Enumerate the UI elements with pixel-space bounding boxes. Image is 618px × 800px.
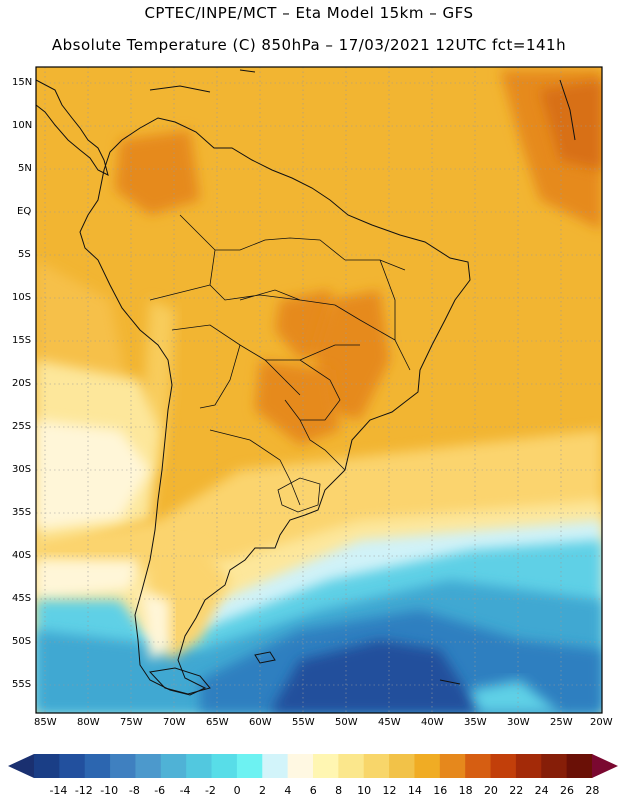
colorbar-swatch xyxy=(160,754,187,778)
lat-label: 55S xyxy=(12,679,32,690)
tierra-del-fuego xyxy=(148,667,211,695)
colorbar-swatch xyxy=(186,754,213,778)
field-hotter-atlantic-north xyxy=(540,80,602,170)
lon-label: 75W xyxy=(120,717,143,728)
colorbar-tick-label: 24 xyxy=(534,784,549,797)
colorbar-swatch xyxy=(515,754,542,778)
colorbar-swatch xyxy=(566,754,593,778)
colorbar-tick-label: -10 xyxy=(100,784,119,797)
chart-title-line-2: Absolute Temperature (C) 850hPa – 17/03/… xyxy=(51,36,567,54)
lat-label: 30S xyxy=(12,464,32,475)
colorbar-tick-label: 6 xyxy=(309,784,317,797)
colorbar-swatch xyxy=(59,754,86,778)
colorbar-tick-label: 16 xyxy=(433,784,448,797)
colorbar-swatch xyxy=(363,754,390,778)
lon-label: 55W xyxy=(292,717,315,728)
colorbar-swatch xyxy=(34,754,60,778)
lon-label: 60W xyxy=(249,717,272,728)
colorbar-swatch xyxy=(465,754,492,778)
lat-label: 10N xyxy=(12,120,33,131)
lon-label: 80W xyxy=(77,717,100,728)
colorbar-tick-label: 26 xyxy=(560,784,575,797)
lat-label: 35S xyxy=(12,507,32,518)
lon-label: 45W xyxy=(378,717,401,728)
colorbar-tick-label: 18 xyxy=(458,784,473,797)
colorbar-tick-label: 8 xyxy=(335,784,343,797)
colorbar-swatch xyxy=(414,754,441,778)
colorbar-tick-label: 0 xyxy=(233,784,241,797)
colorbar-swatch xyxy=(541,754,568,778)
field-cream-pacific xyxy=(36,420,150,530)
lon-label: 50W xyxy=(335,717,358,728)
colorbar-tick-label: -2 xyxy=(204,784,216,797)
colorbar-tick-label: 28 xyxy=(585,784,600,797)
lat-label: 50S xyxy=(12,636,32,647)
colorbar-swatch xyxy=(389,754,415,778)
colorbar-low-arrow xyxy=(8,754,34,778)
colorbar-swatch xyxy=(287,754,314,778)
field-hot-paraguay xyxy=(255,360,340,445)
colorbar-tick-label: -6 xyxy=(154,784,166,797)
lat-label: 10S xyxy=(12,292,32,303)
lat-label: 40S xyxy=(12,550,32,561)
colorbar-tick-label: 12 xyxy=(382,784,397,797)
colorbar-tick-label: -12 xyxy=(74,784,93,797)
colorbar-tick-label: -8 xyxy=(128,784,140,797)
lon-label: 25W xyxy=(550,717,573,728)
colorbar-tick-label: 20 xyxy=(483,784,498,797)
falklands xyxy=(254,651,276,664)
colorbar-tick-label: 14 xyxy=(407,784,422,797)
field-hot-venezuela xyxy=(115,130,200,215)
colorbar-swatch xyxy=(236,754,263,778)
lat-label: 15S xyxy=(12,335,32,346)
lat-label: 45S xyxy=(12,593,32,604)
lat-label: 5S xyxy=(18,249,31,260)
colorbar-swatch xyxy=(439,754,466,778)
colorbar-swatch xyxy=(110,754,136,778)
caribbean-islands xyxy=(149,69,576,141)
colorbar-tick-label: 2 xyxy=(258,784,266,797)
colorbar-high-arrow xyxy=(592,754,618,778)
colorbar-swatch xyxy=(338,754,365,778)
chart-title-line-1: CPTEC/INPE/MCT – Eta Model 15km – GFS xyxy=(144,4,474,22)
colorbar-swatch xyxy=(313,754,339,778)
colorbar-tick-label: 4 xyxy=(284,784,292,797)
colorbar-swatch xyxy=(84,754,111,778)
lon-label: 30W xyxy=(507,717,530,728)
lon-label: 85W xyxy=(34,717,57,728)
colorbar-swatch xyxy=(211,754,238,778)
colorbar-tick-label: 22 xyxy=(509,784,524,797)
colorbar-tick-label: 10 xyxy=(357,784,372,797)
map-frame xyxy=(35,66,603,714)
colorbar xyxy=(8,754,618,778)
field-patagonia-west xyxy=(140,590,170,660)
lat-label: 25S xyxy=(12,421,32,432)
colorbar-tick-label: -4 xyxy=(179,784,191,797)
colorbar-swatch xyxy=(135,754,162,778)
uruguay-border xyxy=(277,477,321,513)
lon-label: 70W xyxy=(163,717,186,728)
lon-label: 40W xyxy=(421,717,444,728)
temperature-field xyxy=(36,67,602,713)
lat-label: EQ xyxy=(17,206,32,217)
south-america-coastline xyxy=(79,117,471,696)
colorbar-swatch xyxy=(490,754,517,778)
central-america-coastline xyxy=(36,79,109,176)
colorbar-swatch xyxy=(262,754,289,778)
colorbar-tick-label: -14 xyxy=(49,784,68,797)
lat-label: 20S xyxy=(12,378,32,389)
field-blue-dark xyxy=(270,640,480,713)
south-georgia xyxy=(439,679,461,685)
lon-label: 65W xyxy=(206,717,229,728)
lon-label: 35W xyxy=(464,717,487,728)
country-borders xyxy=(149,214,411,506)
field-cyan-southeast xyxy=(470,680,560,713)
coastlines-and-borders xyxy=(36,69,576,696)
lon-label: 20W xyxy=(590,717,613,728)
lat-label: 5N xyxy=(18,163,32,174)
lat-label: 15N xyxy=(12,77,33,88)
